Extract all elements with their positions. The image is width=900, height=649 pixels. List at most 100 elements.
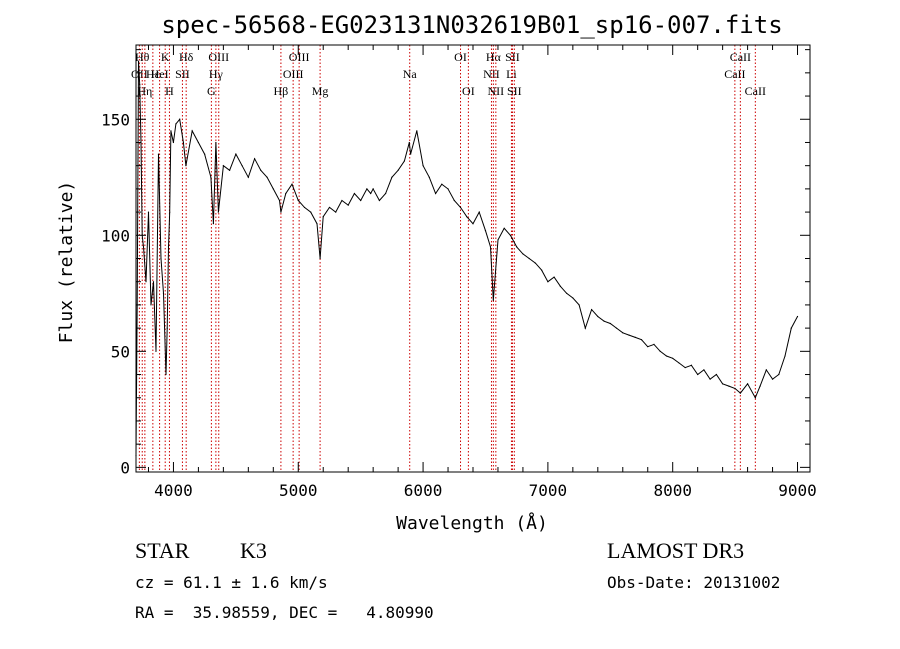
series-layer — [135, 60, 799, 457]
series-0-point-48 — [316, 223, 318, 225]
series-0-point-95 — [584, 327, 586, 329]
x-tick-label-2: 6000 — [404, 481, 443, 500]
series-0-point-56 — [360, 199, 362, 202]
series-0-point-62 — [391, 176, 393, 178]
survey-name: LAMOST DR3 — [607, 538, 745, 563]
line-label-8: Hδ — [179, 50, 194, 64]
series-0-point-59 — [372, 188, 374, 190]
series-0-point-117 — [722, 383, 724, 385]
x-axis-label: Wavelength (Å) — [396, 512, 548, 534]
series-0-point-100 — [615, 327, 618, 329]
series-0-point-99 — [609, 322, 611, 325]
x-tick-label-3: 7000 — [529, 481, 568, 500]
series-0-point-116 — [715, 373, 717, 376]
x-tick-label-1: 5000 — [279, 481, 318, 500]
line-label-10: Hγ — [209, 67, 224, 81]
series-0-point-85 — [522, 253, 524, 255]
series-0-point-12 — [157, 153, 160, 155]
series-0-point-84 — [516, 246, 518, 248]
series-0-point-28 — [210, 176, 212, 178]
series-0-point-20 — [172, 141, 175, 144]
line-label-19: NII — [483, 67, 500, 81]
series-0-point-78 — [484, 230, 487, 232]
series-0-point-87 — [534, 262, 537, 264]
series-0-point-2 — [137, 60, 140, 62]
series-0-point-111 — [684, 366, 686, 369]
series-0-point-33 — [229, 169, 231, 171]
series-0-point-13 — [160, 257, 162, 260]
line-label-17: OI — [454, 50, 467, 64]
series-0-point-94 — [578, 304, 580, 306]
line-label-24: SII — [507, 84, 522, 98]
y-tick-label-2: 100 — [101, 226, 130, 245]
line-label-2: Hη — [137, 84, 152, 98]
series-0-point-76 — [472, 223, 474, 225]
series-0-point-82 — [503, 227, 505, 229]
series-0-point-31 — [217, 211, 219, 213]
series-0-point-21 — [175, 123, 177, 125]
series-0-point-40 — [272, 188, 274, 190]
line-label-7: SII — [175, 67, 190, 81]
series-0-point-121 — [746, 383, 749, 385]
series-0-point-14 — [162, 292, 165, 294]
chart-title: spec-56568-EG023131N032619B01_sp16-007.f… — [161, 11, 782, 39]
line-label-14: OIII — [289, 50, 310, 64]
series-0-point-104 — [640, 339, 643, 341]
series-0-point-51 — [328, 206, 331, 209]
series-0-point-30 — [215, 141, 217, 144]
series-0-point-69 — [428, 176, 430, 178]
series-0-point-65 — [408, 141, 410, 144]
series-0-point-107 — [659, 350, 661, 352]
series-0-point-81 — [497, 239, 499, 241]
line-label-4: HeI — [151, 67, 169, 81]
series-0-point-110 — [678, 362, 680, 364]
series-0-point-7 — [145, 281, 147, 283]
series-0-point-89 — [547, 281, 549, 283]
series-0-point-63 — [397, 169, 399, 171]
series-0-point-101 — [622, 332, 624, 334]
series-0-point-129 — [796, 315, 799, 318]
series-0-point-32 — [222, 165, 224, 167]
series-0-point-50 — [322, 216, 324, 218]
series-0-point-25 — [191, 130, 193, 132]
emission-line-markers: OIIHθHηHεHeIKHSIIHδGHγOIIIHβOIIIOIIIMgNa… — [131, 45, 766, 472]
series-0-point-75 — [466, 216, 468, 218]
series-0-point-55 — [353, 192, 356, 195]
series-0-point-54 — [347, 204, 349, 206]
series-0-point-60 — [378, 199, 380, 202]
series-0-point-73 — [453, 199, 455, 202]
series-0-point-122 — [754, 397, 756, 399]
series-0-point-9 — [150, 304, 152, 306]
series-0-point-11 — [155, 350, 157, 352]
line-label-15: Mg — [312, 84, 329, 98]
series-0-point-44 — [291, 183, 293, 185]
series-0-point-52 — [335, 211, 337, 213]
series-0-line — [135, 61, 798, 456]
obs-date: Obs-Date: 20131002 — [607, 573, 781, 592]
series-0-point-74 — [459, 206, 462, 209]
series-0-point-24 — [185, 165, 187, 167]
series-0-point-114 — [703, 369, 705, 371]
series-0-point-47 — [310, 211, 312, 213]
series-0-point-88 — [541, 269, 543, 271]
series-0-point-10 — [152, 281, 155, 283]
series-0-point-19 — [170, 130, 172, 132]
series-0-point-80 — [492, 299, 494, 301]
x-tick-label-4: 8000 — [653, 481, 692, 500]
series-0-point-128 — [790, 327, 792, 329]
series-0-point-97 — [597, 315, 599, 318]
series-0-point-91 — [559, 285, 561, 287]
series-0-point-127 — [784, 355, 786, 357]
y-tick-label-0: 0 — [120, 458, 130, 477]
series-0-point-67 — [416, 130, 418, 132]
series-0-point-3 — [139, 83, 141, 86]
series-0-point-108 — [665, 355, 668, 357]
series-0-point-53 — [341, 199, 343, 202]
series-0-point-36 — [247, 176, 249, 178]
series-0-point-77 — [478, 211, 480, 213]
series-0-point-103 — [634, 336, 636, 339]
line-label-18: OI — [462, 84, 475, 98]
series-0-point-8 — [147, 211, 150, 213]
series-0-point-123 — [759, 385, 761, 387]
